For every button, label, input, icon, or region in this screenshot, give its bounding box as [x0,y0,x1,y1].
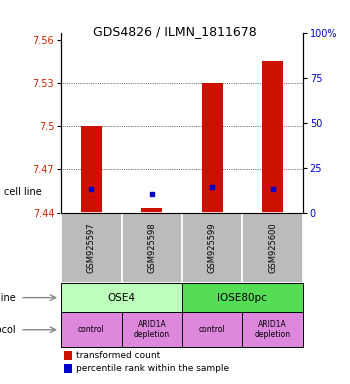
Text: cell line: cell line [0,293,15,303]
Text: ARID1A
depletion: ARID1A depletion [134,320,170,339]
Bar [122,212,182,283]
Bar [61,212,122,283]
Text: cell line: cell line [4,187,41,197]
Text: protocol: protocol [0,325,15,335]
Text: ARID1A
depletion: ARID1A depletion [254,320,290,339]
Text: GSM925599: GSM925599 [208,223,217,273]
Text: GSM925597: GSM925597 [87,223,96,273]
Text: IOSE80pc: IOSE80pc [217,293,267,303]
Text: control: control [199,325,225,334]
Bar [182,312,242,348]
Text: OSE4: OSE4 [108,293,136,303]
Text: transformed count: transformed count [76,351,160,360]
Bar [61,283,182,312]
Bar [64,351,72,360]
Text: GSM925598: GSM925598 [147,223,156,273]
Text: GSM925600: GSM925600 [268,223,277,273]
Bar [182,283,303,312]
Bar [141,208,162,212]
Bar [242,212,303,283]
Text: percentile rank within the sample: percentile rank within the sample [76,364,229,373]
Bar [61,312,122,348]
Bar [262,61,283,212]
Bar [202,83,223,212]
Text: GDS4826 / ILMN_1811678: GDS4826 / ILMN_1811678 [93,25,257,38]
Bar [182,212,242,283]
Text: control: control [78,325,105,334]
Bar [81,126,102,212]
Bar [64,364,72,373]
Bar [242,312,303,348]
Bar [122,312,182,348]
